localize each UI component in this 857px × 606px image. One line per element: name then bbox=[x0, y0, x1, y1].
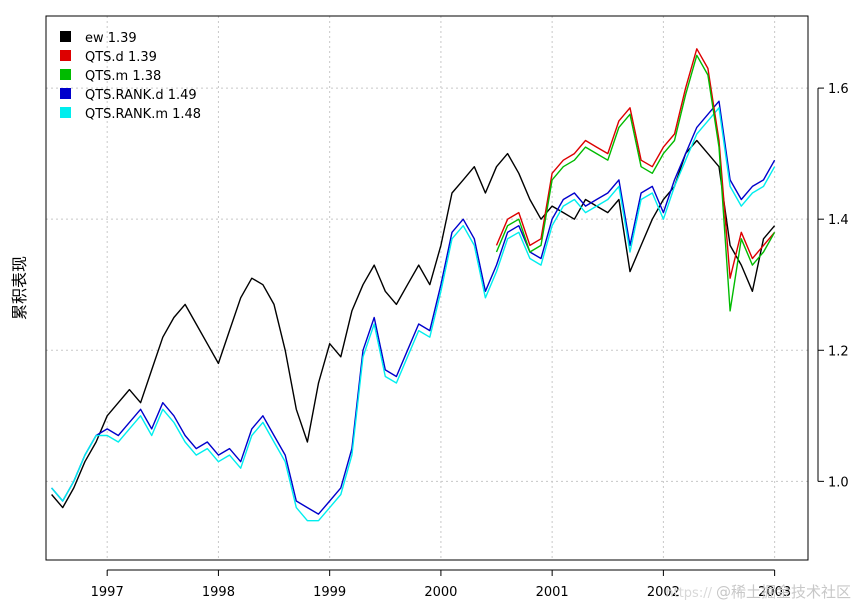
series-line-2 bbox=[495, 54, 776, 312]
legend-label: QTS.RANK.m 1.48 bbox=[85, 107, 201, 122]
x-tick-label: 2002 bbox=[647, 585, 680, 600]
y-tick-label: 1.4 bbox=[828, 213, 849, 228]
x-tick-label: 1999 bbox=[313, 585, 346, 600]
series-line-1 bbox=[495, 48, 776, 279]
y-axis-right: 1.0 1.2 1.4 1.6 bbox=[817, 82, 849, 490]
legend-swatch bbox=[60, 31, 71, 42]
legend-label: ew 1.39 bbox=[85, 31, 137, 46]
series-lines bbox=[51, 48, 776, 522]
series-line-0 bbox=[51, 139, 776, 509]
series-line-3 bbox=[51, 100, 776, 515]
watermark-text: @稀土掘金技术社区 bbox=[715, 583, 851, 601]
legend: ew 1.39 QTS.d 1.39 QTS.m 1.38 QTS.RANK.d 1.… bbox=[60, 31, 201, 122]
legend-swatch bbox=[60, 50, 71, 61]
y-tick-label: 1.2 bbox=[828, 344, 849, 359]
x-tick-label: 2001 bbox=[536, 585, 569, 600]
y-tick-label: 1.0 bbox=[828, 475, 849, 490]
watermark-prefix: https:// bbox=[665, 586, 712, 601]
legend-label: QTS.m 1.38 bbox=[85, 69, 161, 84]
series-line-4 bbox=[51, 107, 776, 522]
watermark: https://@稀土掘金技术社区 bbox=[665, 581, 851, 602]
legend-swatch bbox=[60, 88, 71, 99]
x-tick-label: 2003 bbox=[758, 585, 791, 600]
legend-swatch bbox=[60, 69, 71, 80]
plot-frame bbox=[45, 15, 809, 561]
legend-label: QTS.d 1.39 bbox=[85, 50, 157, 65]
y-tick-label: 1.6 bbox=[828, 82, 849, 97]
x-tick-label: 1997 bbox=[91, 585, 124, 600]
y-axis-label: 累积表现 bbox=[10, 256, 29, 320]
x-tick-label: 2000 bbox=[424, 585, 457, 600]
legend-label: QTS.RANK.d 1.49 bbox=[85, 88, 197, 103]
x-tick-label: 1998 bbox=[202, 585, 235, 600]
legend-swatch bbox=[60, 107, 71, 118]
x-axis: 1997 1998 1999 2000 2001 2002 2003 bbox=[91, 569, 791, 600]
